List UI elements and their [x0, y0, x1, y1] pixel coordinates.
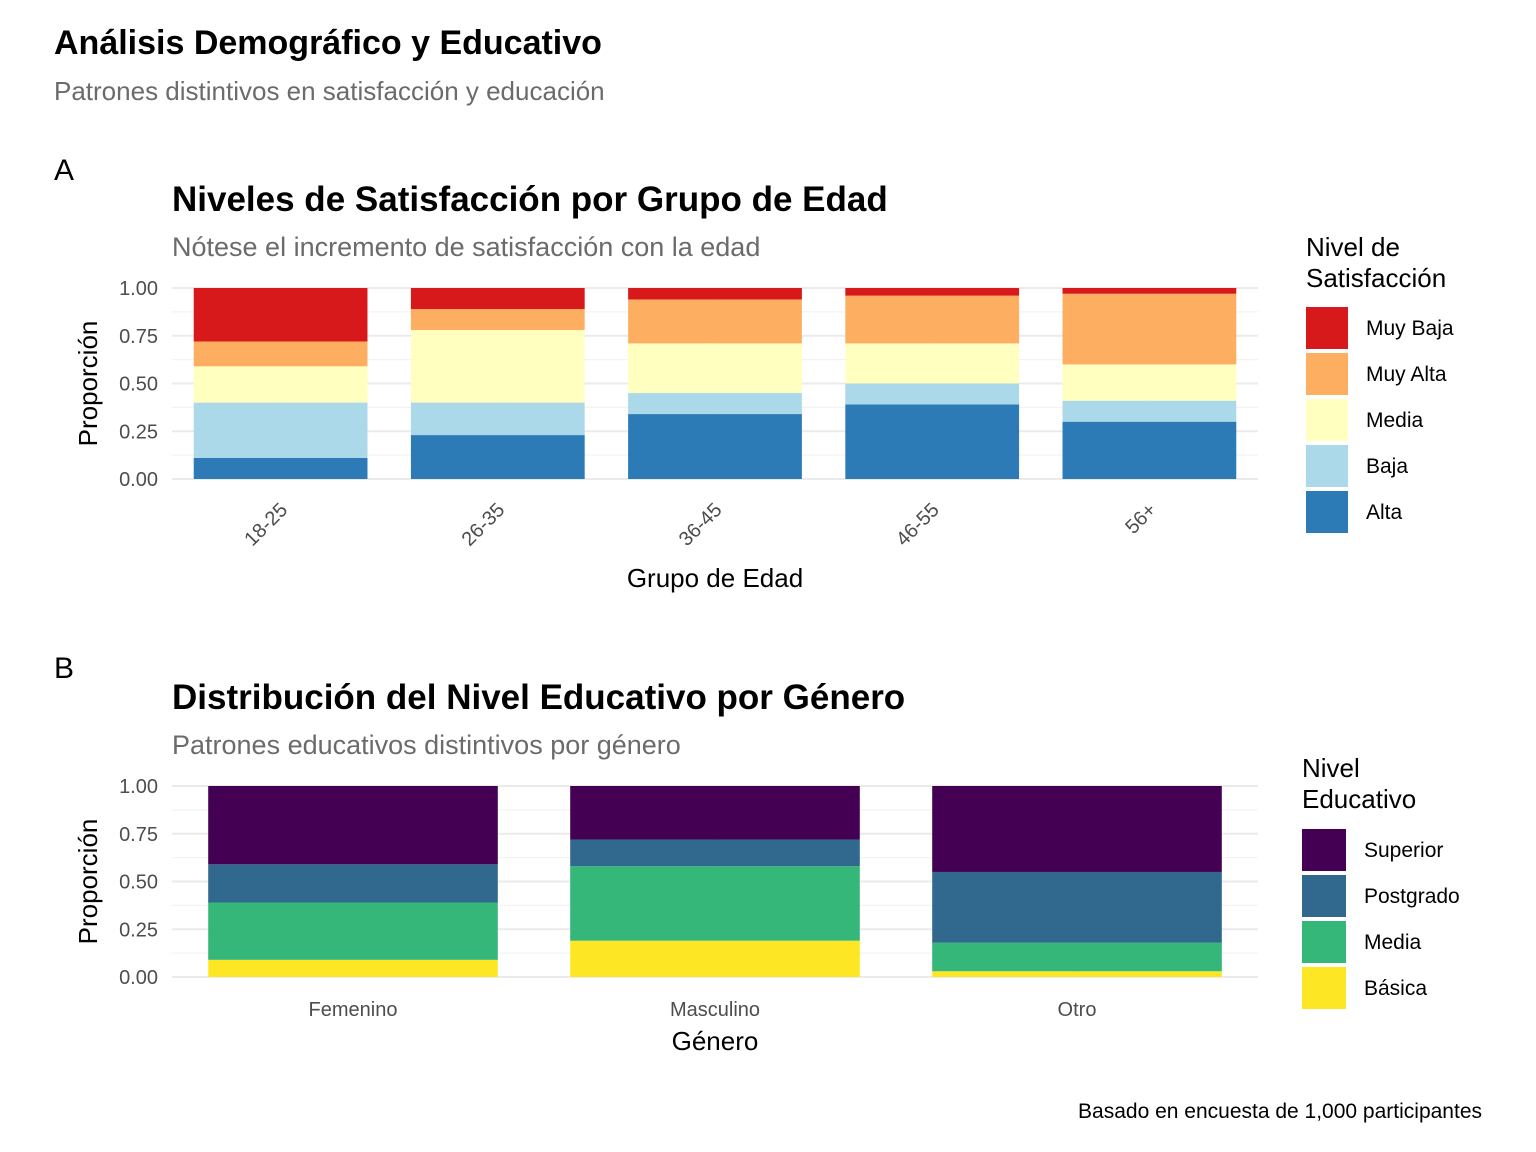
- legend-title: Nivel de Satisfacción: [1306, 232, 1446, 293]
- bar-segment-muy-baja: [193, 288, 368, 342]
- bar-segment-postgrado: [932, 871, 1222, 943]
- bar-segment-alta: [628, 414, 802, 479]
- bar-segment-muy-alta: [628, 299, 802, 344]
- x-tick-label: 18-25: [240, 499, 292, 551]
- bar-segment-media: [410, 330, 585, 403]
- bar-segment-básica: [208, 959, 498, 977]
- legend-key: [1302, 967, 1346, 1009]
- y-tick-label: 0.75: [119, 824, 158, 846]
- bar-segment-postgrado: [570, 839, 860, 867]
- caption: Basado en encuesta de 1,000 participante…: [1078, 1100, 1482, 1123]
- bar-segment-alta: [410, 435, 585, 479]
- bar-segment-muy-alta: [845, 295, 1020, 344]
- legend-label: Muy Baja: [1366, 317, 1454, 340]
- bar-segment-muy-baja: [845, 288, 1020, 296]
- legend-key: [1306, 353, 1348, 395]
- y-tick-label: 0.50: [119, 374, 158, 396]
- legend-key: [1306, 445, 1348, 487]
- legend-title-line: Satisfacción: [1306, 263, 1446, 293]
- bar-segment-básica: [932, 971, 1222, 977]
- bar-segment-superior: [932, 786, 1222, 872]
- bar-segment-básica: [570, 940, 860, 977]
- bar-segment-postgrado: [208, 864, 498, 903]
- panel-title: Distribución del Nivel Educativo por Gén…: [172, 678, 905, 717]
- main-title: Análisis Demográfico y Educativo: [54, 24, 602, 62]
- legend-label: Baja: [1366, 455, 1408, 478]
- bar-segment-media: [208, 902, 498, 960]
- legend-title-line: Educativo: [1302, 784, 1416, 814]
- bar-segment-superior: [208, 786, 498, 865]
- bar-segment-superior: [570, 786, 860, 840]
- legend-label: Alta: [1366, 501, 1403, 524]
- x-tick-label: 26-35: [458, 499, 510, 551]
- x-axis-label: Género: [672, 1026, 759, 1056]
- panel-tag: B: [54, 652, 74, 685]
- y-axis-label: Proporción: [73, 321, 103, 447]
- bar-segment-muy-alta: [1062, 293, 1237, 365]
- legend-key: [1306, 491, 1348, 533]
- bar-segment-baja: [193, 402, 368, 458]
- y-tick-label: 0.50: [119, 872, 158, 894]
- bar-segment-alta: [845, 404, 1020, 479]
- legend-label: Básica: [1364, 977, 1427, 1000]
- legend-key: [1306, 307, 1348, 349]
- x-axis-label: Grupo de Edad: [627, 563, 803, 593]
- bar-segment-alta: [1062, 421, 1237, 479]
- bar-segment-muy-baja: [410, 288, 585, 310]
- x-tick-label: 36-45: [675, 499, 727, 551]
- bar-segment-media: [628, 343, 802, 394]
- legend-key: [1302, 921, 1346, 963]
- main-subtitle: Patrones distintivos en satisfacción y e…: [54, 76, 605, 106]
- y-tick-label: 0.00: [119, 967, 158, 989]
- x-tick-label: Femenino: [309, 999, 398, 1021]
- bar-segment-media: [570, 866, 860, 941]
- x-tick-label: Masculino: [670, 999, 760, 1021]
- legend-key: [1302, 875, 1346, 917]
- legend-label: Postgrado: [1364, 885, 1460, 908]
- y-tick-label: 0.25: [119, 421, 158, 443]
- bar-segment-muy-alta: [193, 341, 368, 367]
- legend-label: Media: [1366, 409, 1424, 432]
- panel-a: A Niveles de Satisfacción por Grupo de Ed…: [54, 154, 1454, 593]
- y-tick-label: 1.00: [119, 776, 158, 798]
- y-tick-label: 0.00: [119, 469, 158, 491]
- bar-segment-baja: [410, 402, 585, 436]
- bar-segment-baja: [628, 393, 802, 415]
- x-tick-label: 56+: [1121, 499, 1161, 539]
- bar-segment-muy-alta: [410, 309, 585, 331]
- legend-label: Media: [1364, 931, 1422, 954]
- panel-tag: A: [54, 154, 74, 187]
- bar-segment-muy-baja: [628, 288, 802, 300]
- legend-title-line: Nivel de: [1306, 232, 1400, 262]
- legend-title: Nivel Educativo: [1302, 753, 1416, 814]
- bar-segment-baja: [1062, 400, 1237, 422]
- x-tick-label: 46-55: [892, 499, 944, 551]
- bar-segment-media: [845, 343, 1020, 384]
- bar-segment-alta: [193, 457, 368, 479]
- y-tick-label: 0.75: [119, 326, 158, 348]
- panel-title: Niveles de Satisfacción por Grupo de Eda…: [172, 180, 888, 219]
- bar-segment-muy-baja: [1062, 288, 1237, 294]
- y-axis-label: Proporción: [73, 819, 103, 945]
- panel-subtitle: Nótese el incremento de satisfacción con…: [172, 232, 760, 262]
- legend-label: Muy Alta: [1366, 363, 1447, 386]
- x-tick-label: Otro: [1058, 999, 1097, 1021]
- panel-subtitle: Patrones educativos distintivos por géne…: [172, 730, 681, 760]
- panel-b: B Distribución del Nivel Educativo por Gé…: [54, 652, 1460, 1056]
- legend: Nivel Educativo Superior Postgrado Media Bási…: [1302, 753, 1460, 1009]
- bar-segment-baja: [845, 383, 1020, 405]
- bar-segment-media: [932, 942, 1222, 972]
- legend-key: [1302, 829, 1346, 871]
- y-tick-label: 0.25: [119, 919, 158, 941]
- y-tick-label: 1.00: [119, 278, 158, 300]
- legend: Nivel de Satisfacción Muy Baja Muy Alta Medi…: [1306, 232, 1454, 533]
- bar-segment-media: [193, 366, 368, 403]
- legend-key: [1306, 399, 1348, 441]
- legend-label: Superior: [1364, 839, 1443, 862]
- bar-segment-media: [1062, 364, 1237, 401]
- legend-title-line: Nivel: [1302, 753, 1360, 783]
